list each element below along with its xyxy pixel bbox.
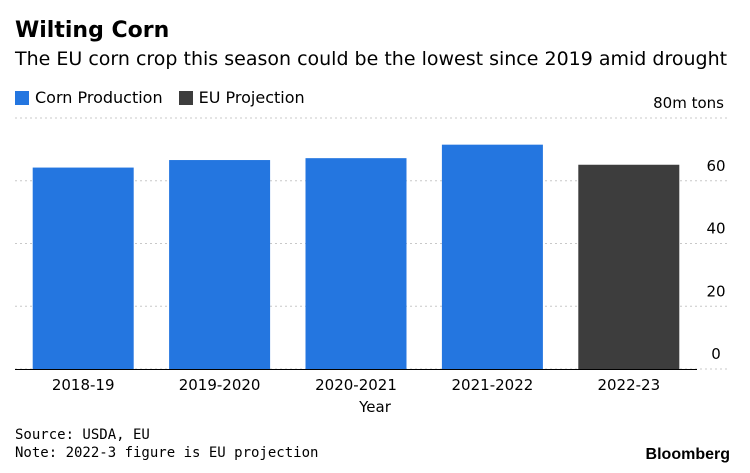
bar-2019-2020 — [169, 160, 271, 369]
legend-swatch-corn-production — [15, 90, 29, 105]
x-tick-label: 2019-2020 — [179, 376, 261, 394]
bar-2022-23 — [578, 164, 680, 369]
source-note: Source: USDA, EU Note: 2022-3 figure is … — [15, 426, 318, 462]
y-tick-label: 40 — [706, 220, 725, 238]
axes: 0 20 40 60 80m tons 2018-19 2019-2020 2020-2021… — [15, 94, 726, 416]
legend-item-eu-projection: EU Projection — [178, 88, 305, 107]
chart-title: Wilting Corn — [15, 18, 170, 43]
y-tick-label: 0 — [711, 345, 721, 363]
bloomberg-logo: Bloomberg — [645, 446, 730, 463]
y-tick-label: 20 — [706, 282, 725, 300]
legend-label-eu-projection: EU Projection — [198, 88, 305, 107]
y-axis-unit-label: 80m tons — [653, 94, 724, 112]
bar-2020-2021 — [305, 158, 407, 369]
legend-item-corn-production: Corn Production — [15, 88, 163, 107]
legend-swatch-eu-projection — [178, 90, 193, 105]
x-tick-label: 2018-19 — [52, 376, 115, 394]
bar-2018-19 — [32, 167, 134, 369]
bar-2021-2022 — [441, 144, 543, 369]
bars — [32, 144, 680, 369]
y-tick-label: 60 — [706, 157, 725, 175]
x-axis-title: Year — [358, 398, 392, 416]
x-tick-label: 2020-2021 — [315, 376, 397, 394]
chart-subtitle: The EU corn crop this season could be th… — [15, 48, 728, 70]
legend: Corn Production EU Projection — [15, 88, 321, 107]
x-tick-label: 2021-2022 — [452, 376, 534, 394]
legend-label-corn-production: Corn Production — [35, 88, 163, 107]
source-text: Source: USDA, EU — [15, 427, 150, 443]
note-text: Note: 2022-3 figure is EU projection — [15, 445, 319, 461]
x-tick-label: 2022-23 — [597, 376, 660, 394]
